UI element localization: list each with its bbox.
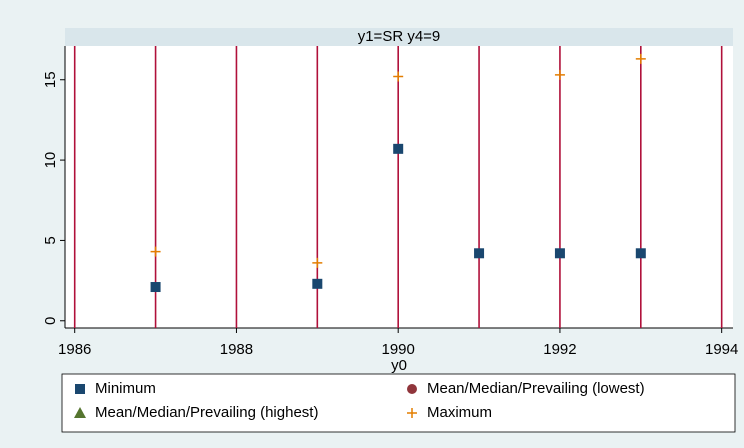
data-point [554,248,565,259]
x-tick-label: 1994 [705,341,738,358]
x-tick-label: 1988 [220,341,253,358]
y-tick-label: 10 [42,152,59,169]
x-tick-label: 1992 [543,341,576,358]
legend-label: Minimum [95,380,156,397]
legend-marker [407,384,417,394]
data-point [474,248,485,259]
legend-marker [75,384,85,394]
x-tick-label: 1990 [382,341,415,358]
y-tick-label: 5 [42,236,59,244]
legend-marker [407,408,417,418]
x-tick-label: 1986 [58,341,91,358]
data-point [393,143,404,154]
data-point [393,71,404,82]
legend-label: Mean/Median/Prevailing (lowest) [427,380,645,397]
data-point [312,278,323,289]
x-axis-label: y0 [391,357,407,374]
legend [61,373,736,433]
data-point [554,69,565,80]
y-tick-label: 15 [42,71,59,88]
data-point [150,246,161,257]
data-point [150,282,161,293]
plot-area [65,46,733,328]
chart-title: y1=SR y4=9 [358,28,441,45]
legend-label: Maximum [427,404,492,421]
data-point [312,257,323,268]
legend-marker [74,407,86,418]
legend-label: Mean/Median/Prevailing (highest) [95,404,318,421]
title-strip [65,28,733,46]
data-point [635,53,646,64]
y-tick-label: 0 [42,317,59,325]
data-point [635,248,646,259]
